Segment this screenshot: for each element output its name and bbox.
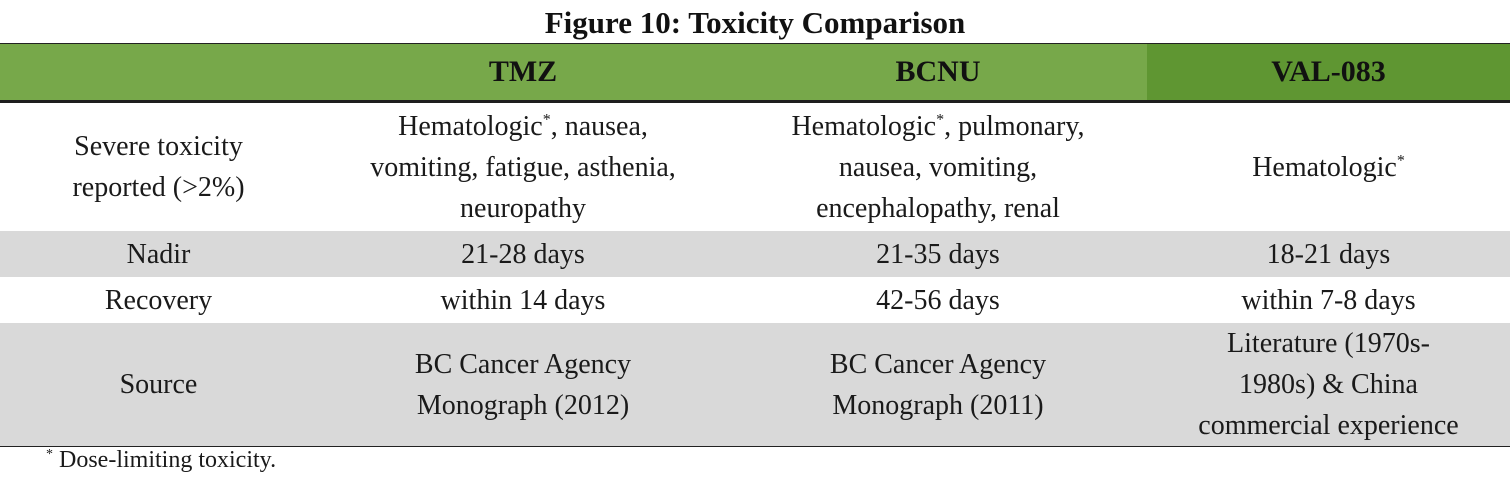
footnote-marker: * (542, 111, 551, 129)
cell-val-083-source: Literature (1970s- 1980s) & China commer… (1147, 323, 1510, 447)
cell-val-083-severe-toxicity: Hematologic* (1147, 102, 1510, 232)
cell-text: nausea, vomiting, (838, 151, 1038, 183)
header-bcnu: BCNU (729, 43, 1147, 103)
footnote: * Dose-limiting toxicity. (46, 444, 276, 476)
header-tmz: TMZ (317, 43, 729, 103)
row-label-nadir: Nadir (0, 231, 317, 277)
cell-val-083-recovery: within 7-8 days (1241, 284, 1416, 316)
footnote-marker: * (1396, 152, 1405, 170)
cell-text: BC Cancer Agency (829, 348, 1047, 380)
row-label-line: reported (>2%) (72, 172, 245, 203)
row-label-line: Severe toxicity (74, 131, 243, 162)
footnote-marker: * (46, 447, 53, 462)
row-label-recovery: Recovery (104, 284, 213, 316)
cell-text: vomiting, fatigue, asthenia, (370, 151, 676, 183)
cell-text: Hematologic (791, 110, 937, 142)
header-row: TMZ BCNU VAL-083 (0, 43, 1510, 103)
cell-text: , nausea, (550, 110, 648, 142)
cell-text: BC Cancer Agency (414, 348, 632, 380)
header-val-083: VAL-083 (1147, 43, 1510, 103)
cell-text: Hematologic (398, 110, 543, 142)
cell-text: Monograph (2012) (416, 389, 630, 421)
row-label-source: Source (0, 323, 317, 447)
cell-val-083-nadir: 18-21 days (1147, 231, 1510, 277)
footnote-marker: * (936, 111, 945, 129)
cell-bcnu-nadir: 21-35 days (729, 231, 1147, 277)
table-row-recovery: Recovery within 14 days 42-56 days withi… (0, 277, 1510, 323)
cell-text: commercial experience (1198, 410, 1459, 441)
cell-bcnu-severe-toxicity: Hematologic*, pulmonary, nausea, vomitin… (729, 102, 1147, 232)
cell-tmz-recovery: within 14 days (440, 284, 606, 316)
cell-text: Monograph (2011) (832, 389, 1044, 421)
cell-text: neuropathy (460, 192, 586, 224)
row-label-severe-toxicity: Severe toxicity reported (>2%) (0, 102, 317, 232)
cell-bcnu-source: BC Cancer Agency Monograph (2011) (729, 323, 1147, 447)
footnote-text: Dose-limiting toxicity. (53, 447, 277, 473)
cell-text: Literature (1970s- (1227, 328, 1430, 359)
table-row-nadir: Nadir 21-28 days 21-35 days 18-21 days (0, 231, 1510, 277)
cell-text: encephalopathy, renal (816, 192, 1060, 224)
table-row-source: Source BC Cancer Agency Monograph (2012)… (0, 323, 1510, 447)
figure-title: Figure 10: Toxicity Comparison (544, 5, 966, 40)
toxicity-comparison-table: TMZ BCNU VAL-083 Severe toxicity reporte… (0, 43, 1510, 447)
cell-text: 1980s) & China (1239, 369, 1418, 400)
cell-text: , pulmonary, (944, 110, 1085, 142)
cell-tmz-nadir: 21-28 days (317, 231, 729, 277)
header-empty-cell (0, 43, 317, 103)
cell-text: Hematologic (1252, 151, 1397, 183)
cell-tmz-source: BC Cancer Agency Monograph (2012) (317, 323, 729, 447)
cell-tmz-severe-toxicity: Hematologic*, nausea, vomiting, fatigue,… (317, 102, 729, 232)
cell-bcnu-recovery: 42-56 days (876, 284, 1000, 316)
table-row-severe-toxicity: Severe toxicity reported (>2%) Hematolog… (0, 102, 1510, 232)
